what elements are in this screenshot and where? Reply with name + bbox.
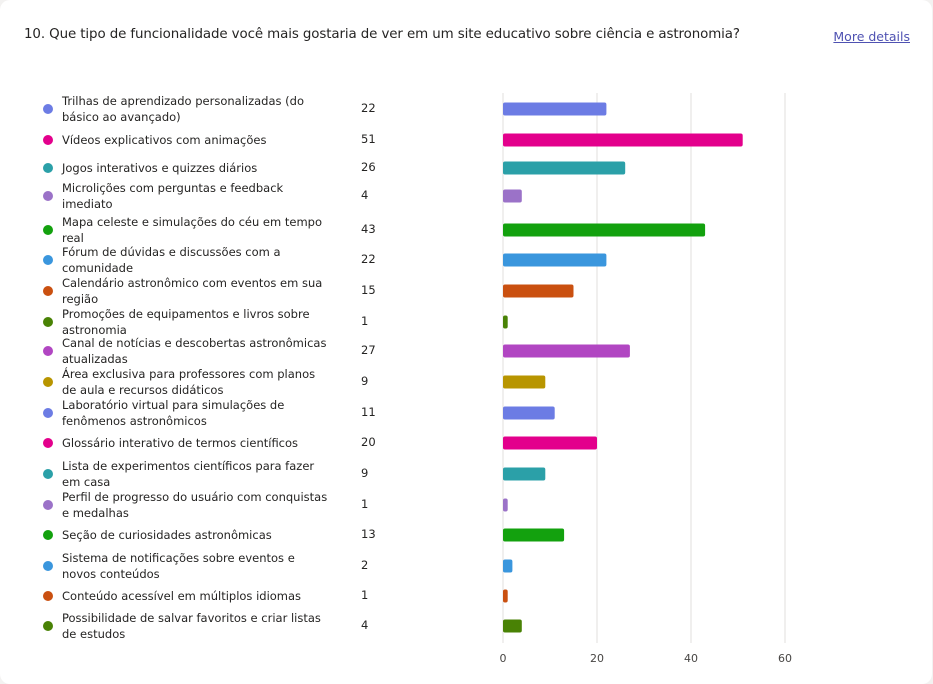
bar[interactable] <box>503 436 597 450</box>
option-label: Sistema de notificações sobre eventos e … <box>62 551 295 581</box>
option-count: 2 <box>361 558 369 572</box>
option-count: 1 <box>361 314 369 328</box>
x-tick-label: 20 <box>590 652 604 665</box>
bar[interactable] <box>503 102 607 116</box>
bar[interactable] <box>503 133 743 147</box>
option-count: 13 <box>361 527 376 541</box>
bar[interactable] <box>503 315 508 329</box>
x-tick-label: 0 <box>500 652 507 665</box>
option-count: 22 <box>361 101 376 115</box>
option-label: Jogos interativos e quizzes diários <box>62 161 258 175</box>
legend-dot-icon <box>43 408 53 418</box>
option-label: Canal de notícias e descobertas astronôm… <box>62 336 327 366</box>
bar[interactable] <box>503 619 522 633</box>
option-count: 26 <box>361 160 376 174</box>
x-tick-label: 40 <box>684 652 698 665</box>
legend-dot-icon <box>43 469 53 479</box>
legend-dot-icon <box>43 286 53 296</box>
bar[interactable] <box>503 189 522 203</box>
legend-dot-icon <box>43 377 53 387</box>
legend-dot-icon <box>43 163 53 173</box>
more-details-link[interactable]: More details <box>833 29 910 44</box>
bar[interactable] <box>503 559 513 573</box>
option-label: Glossário interativo de termos científic… <box>62 436 299 450</box>
option-label: Promoções de equipamentos e livros sobre… <box>62 307 310 337</box>
option-label: Seção de curiosidades astronômicas <box>62 528 272 542</box>
bar[interactable] <box>503 161 626 175</box>
bar[interactable] <box>503 344 630 358</box>
legend-dot-icon <box>43 191 53 201</box>
legend-dot-icon <box>43 500 53 510</box>
option-label: Trilhas de aprendizado personalizadas (d… <box>62 94 304 124</box>
question-title: 10. Que tipo de funcionalidade você mais… <box>24 27 740 42</box>
x-tick-label: 60 <box>778 652 792 665</box>
option-count: 27 <box>361 343 376 357</box>
legend-dot-icon <box>43 255 53 265</box>
legend-dot-icon <box>43 530 53 540</box>
option-label: Área exclusiva para professores com plan… <box>62 367 316 397</box>
legend-dot-icon <box>43 317 53 327</box>
bar[interactable] <box>503 467 546 481</box>
option-count: 43 <box>361 222 376 236</box>
bar[interactable] <box>503 253 607 267</box>
option-count: 11 <box>361 405 376 419</box>
option-count: 4 <box>361 618 369 632</box>
legend-dot-icon <box>43 225 53 235</box>
option-count: 9 <box>361 466 369 480</box>
option-label: Perfil de progresso do usuário com conqu… <box>62 490 328 520</box>
option-count: 51 <box>361 132 376 146</box>
bar[interactable] <box>503 284 574 298</box>
option-count: 1 <box>361 497 369 511</box>
option-count: 22 <box>361 252 376 266</box>
option-count: 1 <box>361 588 369 602</box>
legend-dot-icon <box>43 104 53 114</box>
option-label: Vídeos explicativos com animações <box>62 133 267 147</box>
option-label: Lista de experimentos científicos para f… <box>62 459 315 489</box>
bar[interactable] <box>503 406 555 420</box>
bar[interactable] <box>503 375 546 389</box>
option-count: 20 <box>361 435 376 449</box>
option-label: Conteúdo acessível em múltiplos idiomas <box>62 589 302 603</box>
option-label: Laboratório virtual para simulações de f… <box>62 398 285 428</box>
option-label: Possibilidade de salvar favoritos e cria… <box>62 611 321 641</box>
legend-dot-icon <box>43 561 53 571</box>
legend-dot-icon <box>43 438 53 448</box>
bar[interactable] <box>503 498 508 512</box>
option-label: Microlições com perguntas e feedback ime… <box>62 181 284 211</box>
option-label: Calendário astronômico com eventos em su… <box>62 276 323 306</box>
option-label: Mapa celeste e simulações do céu em temp… <box>62 215 322 245</box>
option-label: Fórum de dúvidas e discussões com a comu… <box>62 245 281 275</box>
legend-dot-icon <box>43 346 53 356</box>
bar[interactable] <box>503 223 706 237</box>
legend-dot-icon <box>43 621 53 631</box>
option-count: 4 <box>361 188 369 202</box>
option-count: 15 <box>361 283 376 297</box>
option-count: 9 <box>361 374 369 388</box>
legend-dot-icon <box>43 135 53 145</box>
legend-dot-icon <box>43 591 53 601</box>
bar[interactable] <box>503 589 508 603</box>
bar[interactable] <box>503 528 565 542</box>
